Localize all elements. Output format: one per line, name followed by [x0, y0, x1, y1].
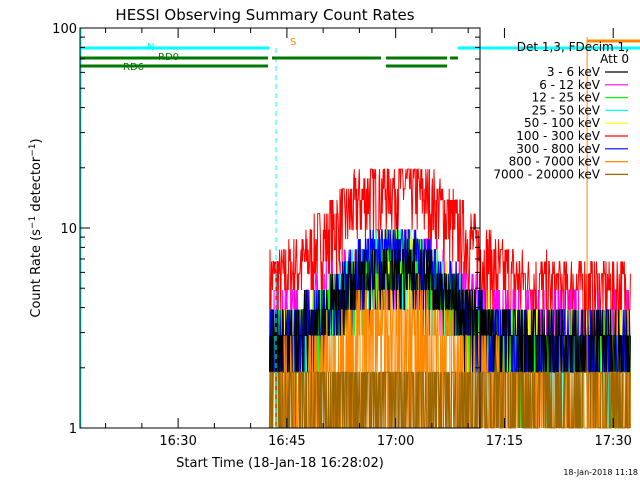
legend-label: 800 - 7000 keV	[509, 155, 601, 169]
legend-label: 25 - 50 keV	[532, 103, 601, 117]
data-layer	[269, 168, 631, 429]
y-axis-label-end: )	[29, 138, 44, 143]
night-flag-label: N	[147, 42, 154, 53]
data-trace	[269, 239, 631, 429]
legend-label: 100 - 300 keV	[516, 129, 600, 143]
x-tick-label: 17:00	[377, 434, 414, 449]
legend-label: 7000 - 20000 keV	[493, 167, 600, 181]
legend-header-line2: Att 0	[600, 52, 629, 66]
y-axis-label-main: Count Rate (s	[29, 229, 44, 318]
legend-label: 12 - 25 keV	[532, 91, 601, 105]
legend-label: 6 - 12 keV	[539, 78, 601, 92]
x-axis-label: Start Time (18-Jan-18 16:28:02)	[176, 456, 384, 471]
tick-layer	[80, 27, 614, 429]
x-tick-label: 16:45	[268, 434, 305, 449]
x-tick-label: 16:30	[159, 434, 196, 449]
rd0-flag-label: RD0	[158, 52, 179, 63]
flag-layer: N S RD0 RD6	[80, 28, 640, 428]
y-axis-label-exp1: −1	[28, 216, 38, 229]
legend-label: 300 - 800 keV	[516, 142, 600, 156]
y-axis-label-exp2: −1	[28, 143, 38, 156]
y-tick-label: 100	[52, 22, 77, 37]
saa-flag-label: S	[290, 37, 296, 48]
chart-title: HESSI Observing Summary Count Rates	[115, 6, 414, 24]
x-tick-label: 17:30	[594, 434, 631, 449]
data-trace	[269, 273, 631, 429]
y-axis-label: Count Rate (s−1 detector−1)	[28, 138, 44, 317]
rd6-flag-label: RD6	[123, 62, 144, 73]
legend-label: 50 - 100 keV	[524, 116, 601, 130]
x-tick-label: 17:15	[486, 434, 523, 449]
y-axis-label-mid: detector	[29, 156, 44, 216]
y-tick-label: 10	[60, 222, 77, 237]
y-tick-labels: 1 10 100	[52, 22, 77, 437]
legend-header-line1: Det 1,3, FDecim 1,	[517, 40, 629, 54]
timestamp: 18-Jan-2018 11:18	[563, 468, 638, 477]
y-tick-label: 1	[69, 422, 77, 437]
legend-label: 3 - 6 keV	[547, 65, 601, 79]
